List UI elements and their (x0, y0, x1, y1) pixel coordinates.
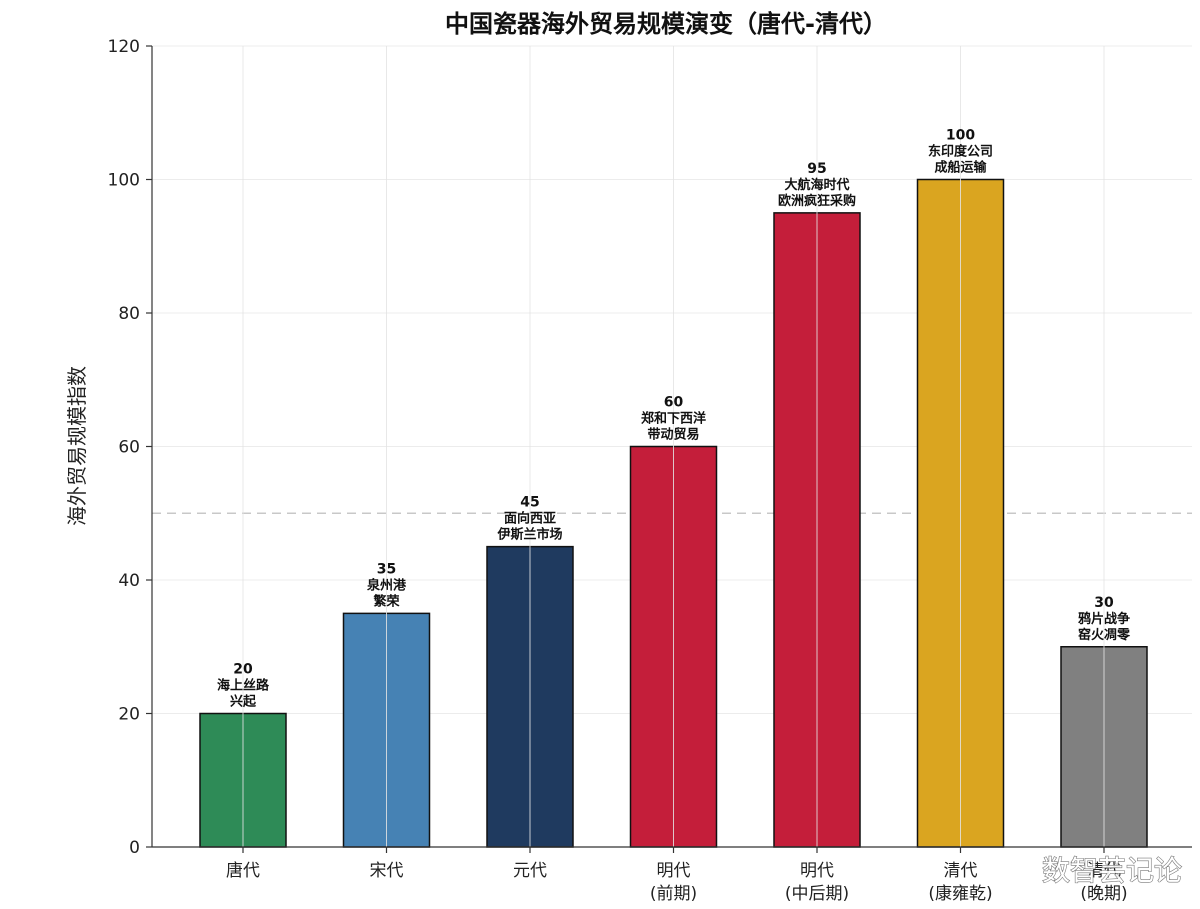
bar-annotation: 郑和下西洋 (641, 411, 706, 427)
x-ticks: 唐代 宋代 元代 明代 (前期) 明代 (中后期) 清代 (康雍乾) 清代 (晚期) (226, 847, 1128, 904)
bar-value-label: 60 (664, 395, 684, 411)
y-tick-label: 80 (118, 304, 140, 324)
x-tick-label: (康雍乾) (928, 884, 992, 904)
bar-value-label: 30 (1094, 595, 1114, 611)
bar-annotation: 东印度公司 (928, 144, 993, 160)
y-tick-label: 0 (129, 838, 140, 858)
bar-annotation: 泉州港 (367, 577, 407, 593)
bar-value-label: 100 (946, 128, 975, 144)
x-tick-label: (前期) (650, 884, 697, 904)
y-tick-label: 100 (108, 171, 140, 191)
vertical-grid-overlay (242, 46, 1105, 847)
bar-value-label: 20 (233, 662, 253, 678)
bar-annotation: 欧洲疯狂采购 (778, 193, 856, 209)
x-tick-label: (中后期) (785, 884, 849, 904)
bar-annotation: 面向西亚 (504, 511, 556, 527)
y-tick-label: 120 (108, 37, 140, 57)
x-tick-label: 唐代 (226, 860, 260, 881)
x-tick-label: 清代 (1087, 861, 1121, 881)
bar-annotation: 窑火凋零 (1078, 627, 1131, 643)
x-tick-label: 明代 (800, 861, 834, 881)
y-axis-label: 海外贸易规模指数 (65, 366, 89, 526)
bar-value-label: 35 (377, 561, 396, 577)
y-tick-label: 40 (118, 571, 140, 591)
bar-annotation: 海上丝路 (217, 678, 270, 694)
y-tick-label: 60 (118, 438, 140, 458)
x-tick-label: 元代 (513, 861, 547, 881)
chart-title: 中国瓷器海外贸易规模演变（唐代-清代） (445, 10, 887, 38)
x-tick-label: (晚期) (1080, 884, 1127, 904)
bar-annotation: 伊斯兰市场 (496, 527, 562, 543)
y-ticks: 0 20 40 60 80 100 120 (108, 37, 152, 858)
bar-annotation: 繁荣 (373, 593, 400, 609)
x-tick-label: 明代 (657, 861, 691, 881)
x-tick-label: 宋代 (370, 861, 404, 881)
bar-value-label: 45 (520, 495, 539, 511)
bar-annotation: 成船运输 (934, 160, 987, 176)
bar-annotation: 兴起 (230, 694, 257, 710)
bar-value-label: 95 (807, 161, 826, 177)
x-tick-label: 清代 (944, 861, 978, 881)
bar-annotation: 鸦片战争 (1078, 611, 1130, 627)
bar-annotation: 大航海时代 (784, 177, 849, 193)
bar-annotation: 带动贸易 (647, 427, 699, 443)
y-tick-label: 20 (118, 705, 140, 725)
watermark: 数智芸记论 (1042, 854, 1182, 887)
